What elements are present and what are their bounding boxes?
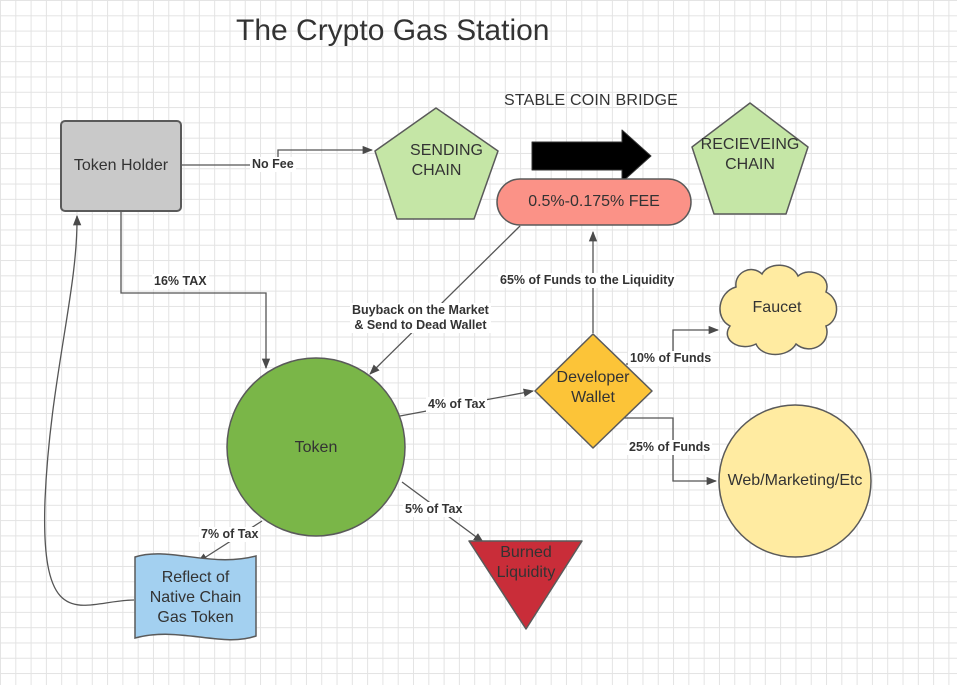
token-circle: [226, 357, 406, 537]
bridge-label: STABLE COIN BRIDGE: [504, 92, 679, 109]
buyback-line-1: Buyback on the Market: [352, 303, 489, 317]
token-holder-label: Token Holder: [61, 121, 181, 211]
edge-label-10-funds: 10% of Funds: [628, 351, 714, 366]
faucet-label: Faucet: [722, 296, 832, 320]
bridge-arrow-icon: [531, 129, 652, 183]
edge-label-4-tax: 4% of Tax: [426, 397, 488, 412]
web-marketing-circle: [718, 404, 872, 558]
diagram-title: The Crypto Gas Station: [236, 14, 550, 47]
edge-label-no-fee: No Fee: [250, 157, 296, 172]
edge-holder-to-token: [120, 212, 271, 370]
developer-wallet-label: Developer Wallet: [540, 367, 646, 409]
burned-liquidity-label: Burned Liquidity: [476, 542, 576, 584]
token-label: Token: [256, 436, 376, 460]
developer-wallet-line-1: Developer: [556, 369, 630, 386]
sending-chain-line-2: CHAIN: [411, 162, 462, 179]
edge-reflect-to-holder: [43, 214, 135, 606]
token-text: Token: [294, 439, 338, 456]
reflect-line-1: Reflect of: [161, 569, 230, 586]
sending-chain-pentagon: [374, 107, 499, 220]
fee-text: 0.5%-0.175% FEE: [528, 193, 660, 210]
developer-wallet-line-2: Wallet: [571, 389, 615, 406]
receiving-chain-line-2: CHAIN: [725, 156, 775, 173]
buyback-line-2: & Send to Dead Wallet: [354, 318, 487, 332]
faucet-cloud: [719, 264, 838, 356]
receiving-chain-pentagon: [691, 102, 809, 215]
developer-wallet-diamond: [534, 333, 653, 449]
reflect-label: Reflect of Native Chain Gas Token: [135, 566, 256, 630]
sending-chain-line-1: SENDING: [410, 142, 483, 159]
web-marketing-text: Web/Marketing/Etc: [727, 472, 863, 489]
reflect-line-3: Gas Token: [157, 609, 234, 626]
burned-line-2: Liquidity: [496, 564, 556, 581]
reflect-wave-shape: [134, 553, 257, 641]
edge-label-65-liquidity: 65% of Funds to the Liquidity: [498, 273, 677, 288]
burned-line-1: Burned: [500, 544, 552, 561]
token-holder-box: [60, 120, 182, 212]
receiving-chain-label: RECIEVEING CHAIN: [687, 134, 813, 176]
burned-liquidity-triangle: [468, 540, 583, 630]
faucet-text: Faucet: [752, 299, 802, 316]
edge-label-7-tax: 7% of Tax: [199, 527, 261, 542]
sending-chain-label: SENDING CHAIN: [375, 140, 498, 182]
token-holder-text: Token Holder: [73, 157, 169, 174]
web-marketing-label: Web/Marketing/Etc: [719, 469, 871, 493]
edge-label-25-funds: 25% of Funds: [627, 440, 713, 455]
edge-label-16-tax: 16% TAX: [152, 274, 209, 289]
edge-label-buyback: Buyback on the Market & Send to Dead Wal…: [350, 303, 491, 333]
edge-label-5-tax: 5% of Tax: [403, 502, 465, 517]
fee-label: 0.5%-0.175% FEE: [497, 179, 691, 225]
reflect-line-2: Native Chain: [149, 589, 242, 606]
receiving-chain-line-1: RECIEVEING: [700, 136, 800, 153]
edge-fee-to-token: [369, 225, 521, 375]
fee-pill: [496, 178, 692, 226]
